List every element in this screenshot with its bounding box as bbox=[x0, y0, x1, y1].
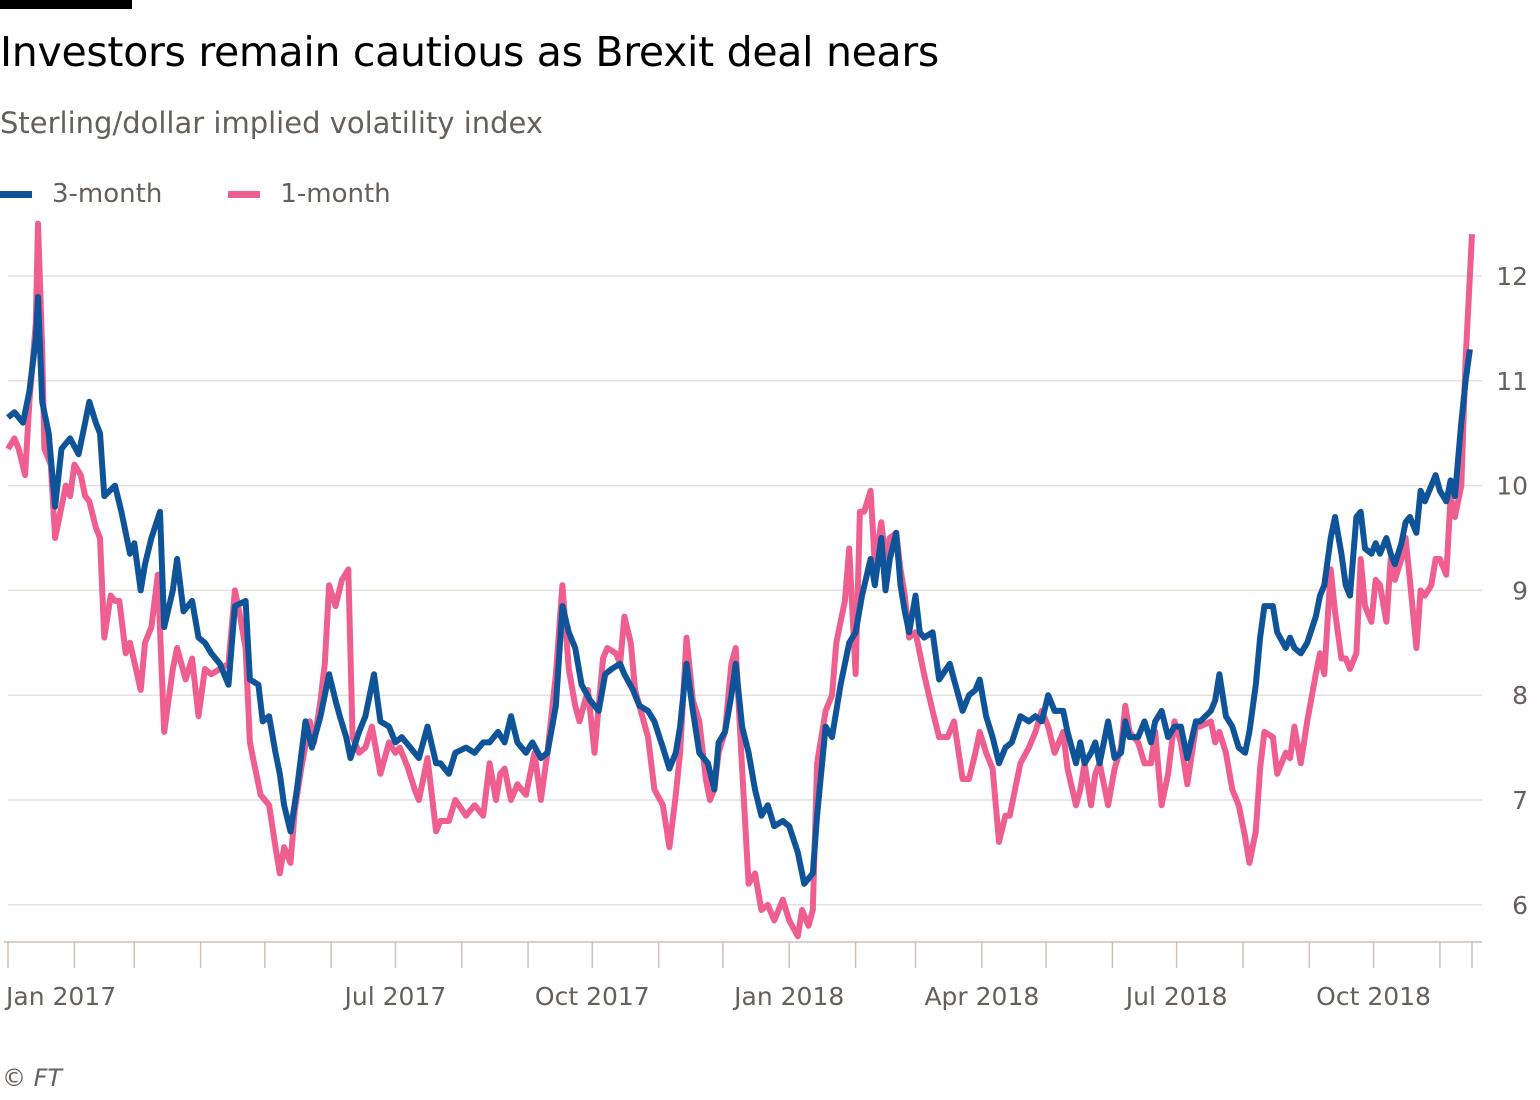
y-tick-label: 7 bbox=[1512, 786, 1528, 815]
x-tick-label: Jul 2018 bbox=[1124, 982, 1228, 1011]
legend: 3-month 1-month bbox=[0, 174, 457, 214]
source-credit: © FT bbox=[2, 1064, 63, 1092]
x-tick-label: Jan 2018 bbox=[732, 982, 844, 1011]
y-tick-label: 12 bbox=[1496, 262, 1528, 291]
series-line-1-month bbox=[5, 220, 1475, 940]
legend-swatch-1-month bbox=[228, 190, 261, 198]
legend-item-3-month: 3-month bbox=[0, 179, 162, 209]
y-tick-label: 6 bbox=[1512, 891, 1528, 920]
legend-label: 1-month bbox=[280, 179, 391, 209]
y-tick-label: 10 bbox=[1496, 472, 1528, 501]
y-tick-label: 11 bbox=[1496, 367, 1528, 396]
y-tick-label: 8 bbox=[1512, 681, 1528, 710]
legend-swatch-3-month bbox=[0, 190, 32, 198]
y-axis: 6 7 8 9 10 11 12 bbox=[1496, 262, 1528, 920]
x-tick-label: Jul 2017 bbox=[343, 982, 447, 1011]
series-lines bbox=[5, 220, 1475, 940]
legend-label: 3-month bbox=[52, 179, 163, 209]
legend-item-1-month: 1-month bbox=[228, 179, 391, 209]
chart-subtitle: Sterling/dollar implied volatility index bbox=[0, 106, 544, 140]
brand-bar bbox=[0, 0, 132, 9]
x-axis: Jan 2017 Jul 2017 Oct 2017 Jan 2018 Apr 2018… bbox=[4, 941, 1482, 1011]
x-tick-label: Jan 2017 bbox=[4, 982, 116, 1011]
x-tick-label: Oct 2017 bbox=[535, 982, 650, 1011]
x-tick-label: Apr 2018 bbox=[924, 982, 1039, 1011]
x-tick-label: Oct 2018 bbox=[1316, 982, 1431, 1011]
series-line-3-month bbox=[6, 294, 1473, 887]
y-tick-label: 9 bbox=[1512, 576, 1528, 605]
chart-title: Investors remain cautious as Brexit deal… bbox=[0, 28, 939, 76]
